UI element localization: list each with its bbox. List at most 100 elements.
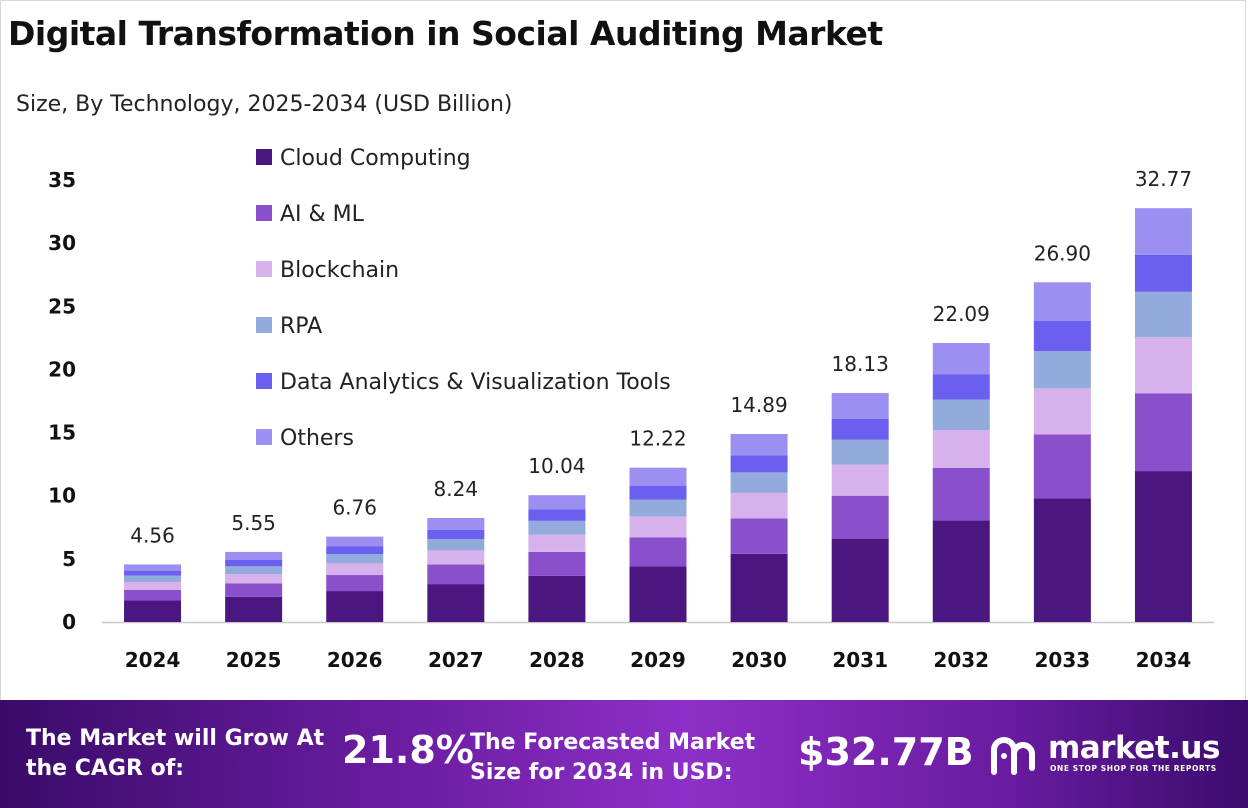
bar-total-label: 26.90 <box>1034 241 1091 265</box>
forecast-label: The Forecasted Market Size for 2034 in U… <box>470 730 756 785</box>
brand-logo[interactable]: market.us ONE STOP SHOP FOR THE REPORTS <box>988 730 1228 782</box>
bar-segment-ai-ml <box>730 518 788 554</box>
bar-segment-ai-ml <box>629 537 687 567</box>
y-tick-label: 0 <box>62 610 76 634</box>
market-us-logo-icon <box>991 737 1035 775</box>
brand-name: market.us <box>1048 730 1220 766</box>
bar-segment-ai-ml <box>326 575 384 592</box>
bar-segment-others <box>124 564 182 571</box>
bar-segment-data-analytics-visualization-tools <box>124 570 182 576</box>
bar-segment-others <box>1134 208 1192 255</box>
legend-swatch <box>256 429 272 445</box>
bar-segment-data-analytics-visualization-tools <box>932 374 990 400</box>
x-tick-label: 2027 <box>428 648 484 672</box>
bar-segment-others <box>225 551 283 560</box>
bar-segment-rpa <box>629 499 687 517</box>
bar-segment-cloud-computing <box>225 596 283 622</box>
legend-swatch <box>256 261 272 277</box>
bar-total-label: 12.22 <box>629 427 686 451</box>
bar-segment-others <box>528 495 586 510</box>
y-tick-label: 20 <box>48 357 76 381</box>
bar-segment-cloud-computing <box>124 600 182 622</box>
bar-segment-cloud-computing <box>629 566 687 622</box>
bar-segment-cloud-computing <box>326 591 384 622</box>
legend-label: Blockchain <box>280 258 399 283</box>
forecast-value: $32.77B <box>798 730 974 774</box>
bar-segment-cloud-computing <box>831 538 889 622</box>
bar-segment-others <box>831 393 889 419</box>
bar-total-label: 8.24 <box>434 477 479 501</box>
bar-segment-others <box>629 467 687 486</box>
bar-segment-cloud-computing <box>932 520 990 622</box>
bar-segment-blockchain <box>124 581 182 590</box>
x-tick-label: 2032 <box>933 648 989 672</box>
legend-label: Others <box>280 426 354 451</box>
x-tick-label: 2031 <box>832 648 888 672</box>
bar-total-label: 6.76 <box>332 496 377 520</box>
bar-segment-ai-ml <box>225 583 283 597</box>
bar-segment-data-analytics-visualization-tools <box>730 455 788 473</box>
bar-segment-cloud-computing <box>1134 471 1192 622</box>
stacked-bar-chart: 051015202530354.5620245.5520256.7620268.… <box>48 146 1214 672</box>
bar-segment-rpa <box>932 399 990 431</box>
bar-segment-data-analytics-visualization-tools <box>1033 320 1091 352</box>
bar-segment-blockchain <box>225 574 283 584</box>
bar-segment-cloud-computing <box>1033 498 1091 622</box>
bar-total-label: 18.13 <box>832 352 889 376</box>
bar-segment-blockchain <box>427 550 485 565</box>
x-tick-label: 2034 <box>1136 648 1192 672</box>
legend-swatch <box>256 317 272 333</box>
bar-segment-ai-ml <box>528 551 586 576</box>
legend-swatch <box>256 373 272 389</box>
bar-segment-others <box>1033 282 1091 321</box>
cagr-value: 21.8% <box>342 728 474 772</box>
bar-segment-rpa <box>730 472 788 493</box>
cagr-label: The Market will Grow At the CAGR of: <box>26 726 325 781</box>
bar-segment-rpa <box>124 575 182 582</box>
y-tick-label: 5 <box>62 547 76 571</box>
bar-total-label: 5.55 <box>231 511 276 535</box>
bar-segment-blockchain <box>1134 337 1192 394</box>
bar-segment-data-analytics-visualization-tools <box>1134 254 1192 292</box>
bar-segment-data-analytics-visualization-tools <box>831 418 889 440</box>
x-tick-label: 2033 <box>1035 648 1091 672</box>
bar-segment-data-analytics-visualization-tools <box>528 509 586 521</box>
bar-segment-ai-ml <box>1134 393 1192 472</box>
bar-segment-cloud-computing <box>528 575 586 622</box>
bar-segment-rpa <box>326 554 384 564</box>
x-tick-label: 2028 <box>529 648 585 672</box>
bar-segment-data-analytics-visualization-tools <box>427 529 485 540</box>
y-tick-label: 10 <box>48 484 76 508</box>
bar-segment-others <box>932 343 990 375</box>
bar-segment-blockchain <box>730 492 788 519</box>
x-tick-label: 2024 <box>125 648 181 672</box>
chart-title: Digital Transformation in Social Auditin… <box>8 14 883 53</box>
legend-label: RPA <box>280 314 322 339</box>
legend-swatch <box>256 149 272 165</box>
bar-segment-blockchain <box>932 430 990 468</box>
bar-segment-rpa <box>528 520 586 535</box>
bar-segment-blockchain <box>1033 388 1091 435</box>
y-tick-label: 30 <box>48 231 76 255</box>
legend-label: AI & ML <box>280 202 365 227</box>
bar-total-label: 22.09 <box>933 302 990 326</box>
x-tick-label: 2029 <box>630 648 686 672</box>
bar-segment-rpa <box>427 539 485 551</box>
bar-total-label: 14.89 <box>730 393 787 417</box>
bar-segment-rpa <box>831 439 889 465</box>
chart-frame <box>0 0 1246 700</box>
x-tick-label: 2025 <box>226 648 282 672</box>
x-tick-label: 2030 <box>731 648 787 672</box>
bar-total-label: 10.04 <box>528 454 585 478</box>
bar-segment-others <box>427 517 485 530</box>
bar-segment-ai-ml <box>124 589 182 601</box>
bar-segment-ai-ml <box>427 564 485 585</box>
bar-segment-others <box>326 536 384 547</box>
bar-segment-blockchain <box>326 563 384 576</box>
bar-segment-data-analytics-visualization-tools <box>225 559 283 567</box>
bar-total-label: 4.56 <box>130 523 175 547</box>
bar-segment-blockchain <box>629 516 687 538</box>
bar-segment-data-analytics-visualization-tools <box>629 485 687 500</box>
y-tick-label: 35 <box>48 168 76 192</box>
summary-footer: The Market will Grow At the CAGR of: 21.… <box>0 700 1248 808</box>
